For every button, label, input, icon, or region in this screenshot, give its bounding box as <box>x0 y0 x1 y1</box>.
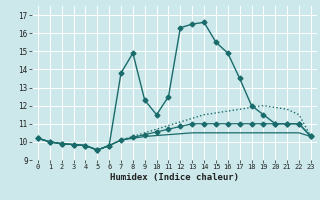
X-axis label: Humidex (Indice chaleur): Humidex (Indice chaleur) <box>110 173 239 182</box>
